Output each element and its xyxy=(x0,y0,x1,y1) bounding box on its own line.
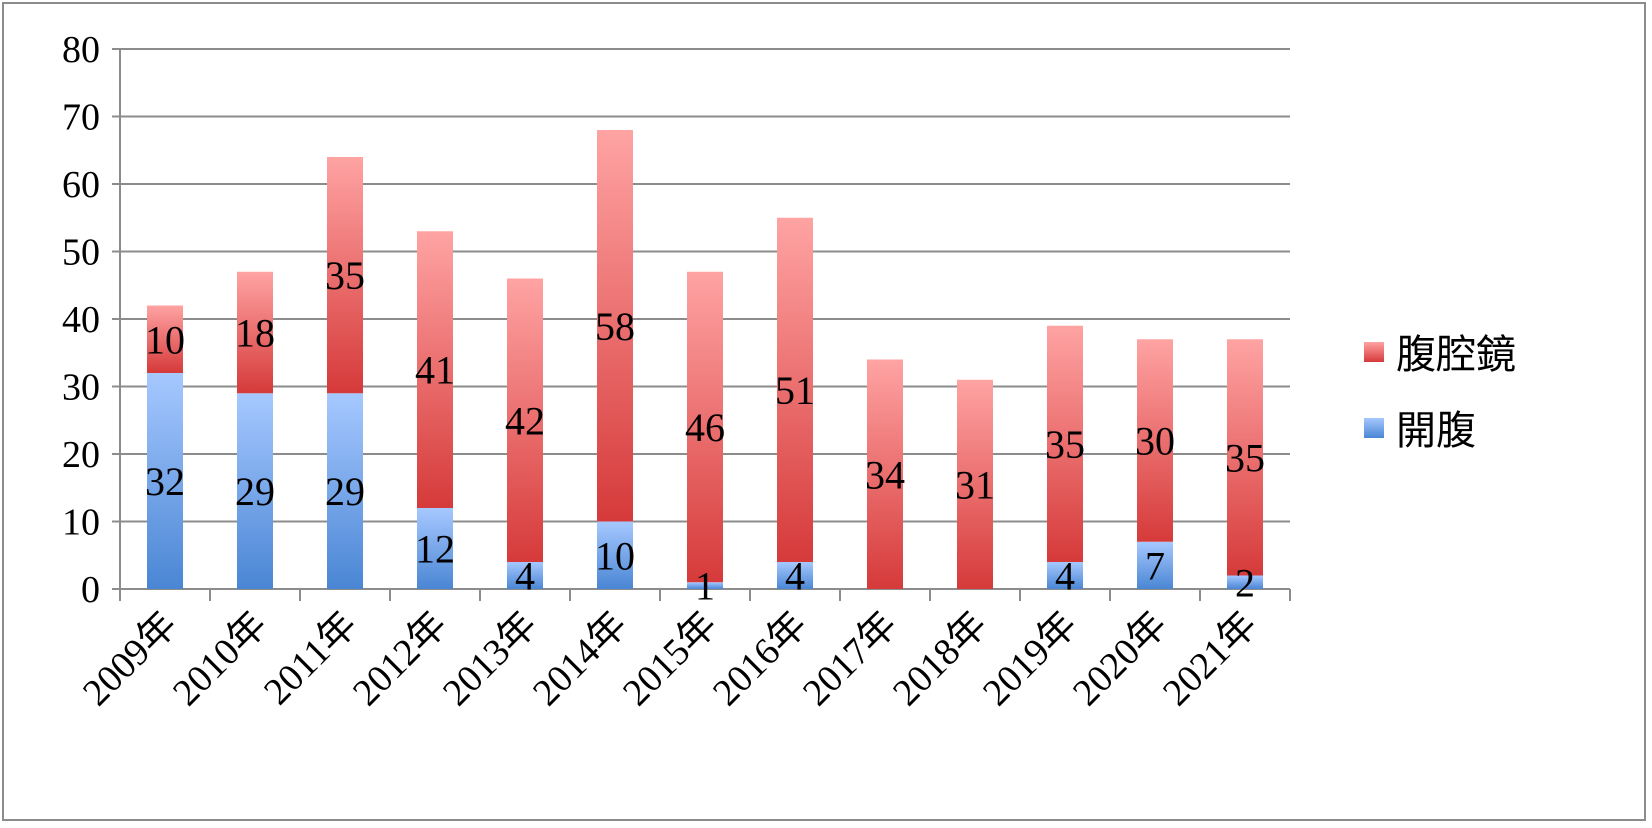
x-tick-label: 2010年 xyxy=(165,604,275,714)
x-tick-label: 2014年 xyxy=(525,604,635,714)
x-tick-label: 2009年 xyxy=(75,604,185,714)
x-tick-label: 2011年 xyxy=(256,604,365,713)
data-label: 2 xyxy=(1235,560,1255,605)
bar-fukukukyo xyxy=(147,305,183,373)
bar-kaifuku xyxy=(237,393,273,589)
data-label: 46 xyxy=(685,405,725,450)
bar-fukukukyo xyxy=(327,157,363,394)
bar-fukukukyo xyxy=(1047,325,1083,562)
y-tick-label: 10 xyxy=(62,502,100,544)
y-tick-label: 60 xyxy=(62,164,100,206)
bar-fukukukyo xyxy=(1227,339,1263,576)
bar-kaifuku xyxy=(687,582,723,589)
bar-kaifuku xyxy=(1137,541,1173,589)
x-tick-label: 2019年 xyxy=(975,604,1085,714)
bar-kaifuku xyxy=(1227,575,1263,589)
data-label: 35 xyxy=(325,253,365,298)
y-tick-label: 0 xyxy=(81,569,100,611)
bar-kaifuku xyxy=(417,508,453,589)
data-label: 10 xyxy=(145,317,185,362)
data-label: 42 xyxy=(505,398,545,443)
data-label: 7 xyxy=(1145,543,1165,588)
legend-swatch xyxy=(1364,342,1384,362)
y-tick-label: 40 xyxy=(62,299,100,341)
y-tick-label: 80 xyxy=(62,29,100,71)
y-tick-label: 70 xyxy=(62,97,100,139)
bar-fukukukyo xyxy=(507,278,543,562)
x-tick-label: 2013年 xyxy=(435,604,545,714)
data-label: 34 xyxy=(865,452,905,497)
data-label: 29 xyxy=(235,469,275,514)
bar-fukukukyo xyxy=(417,231,453,508)
data-label: 10 xyxy=(595,533,635,578)
bar-fukukukyo xyxy=(1137,339,1173,542)
data-label: 4 xyxy=(1055,554,1075,599)
x-tick-label: 2018年 xyxy=(885,604,995,714)
bar-fukukukyo xyxy=(867,359,903,589)
x-tick-label: 2020年 xyxy=(1065,604,1175,714)
bars xyxy=(147,130,1263,589)
data-label: 4 xyxy=(515,554,535,599)
bar-fukukukyo xyxy=(957,379,993,589)
bar-kaifuku xyxy=(507,562,543,589)
y-tick-label: 50 xyxy=(62,232,100,274)
data-label: 4 xyxy=(785,554,805,599)
x-tick-label: 2021年 xyxy=(1155,604,1265,714)
stacked-bar-chart: 010203040506070802009年2010年2011年2012年201… xyxy=(62,29,1516,714)
data-label: 1 xyxy=(695,564,715,609)
legend-label: 開腹 xyxy=(1396,408,1476,454)
bar-fukukukyo xyxy=(687,271,723,583)
data-label: 30 xyxy=(1135,419,1175,464)
x-tick-label: 2017年 xyxy=(795,604,905,714)
data-label: 31 xyxy=(955,462,995,507)
bar-kaifuku xyxy=(1047,562,1083,589)
data-label: 29 xyxy=(325,469,365,514)
bar-fukukukyo xyxy=(597,130,633,522)
y-tick-label: 30 xyxy=(62,367,100,409)
x-tick-label: 2015年 xyxy=(615,604,725,714)
data-label: 35 xyxy=(1045,422,1085,467)
data-label: 12 xyxy=(415,527,455,572)
data-label: 58 xyxy=(595,304,635,349)
bar-kaifuku xyxy=(597,521,633,589)
y-tick-label: 20 xyxy=(62,434,100,476)
data-label: 18 xyxy=(235,311,275,356)
data-label: 32 xyxy=(145,459,185,504)
x-tick-label: 2012年 xyxy=(345,604,455,714)
bar-kaifuku xyxy=(327,393,363,589)
x-tick-label: 2016年 xyxy=(705,604,815,714)
bar-kaifuku xyxy=(147,373,183,589)
data-label: 41 xyxy=(415,348,455,393)
bar-kaifuku xyxy=(777,562,813,589)
data-label: 35 xyxy=(1225,435,1265,480)
bar-fukukukyo xyxy=(777,217,813,562)
data-label: 51 xyxy=(775,368,815,413)
legend-swatch xyxy=(1364,418,1384,438)
legend-label: 腹腔鏡 xyxy=(1396,332,1516,378)
bar-fukukukyo xyxy=(237,271,273,394)
data-labels: 32 10 29 18 29 35 12 41 4 42 10 58 1 46 4 51 34 31 4 35 7 30 2… xyxy=(145,253,1265,609)
